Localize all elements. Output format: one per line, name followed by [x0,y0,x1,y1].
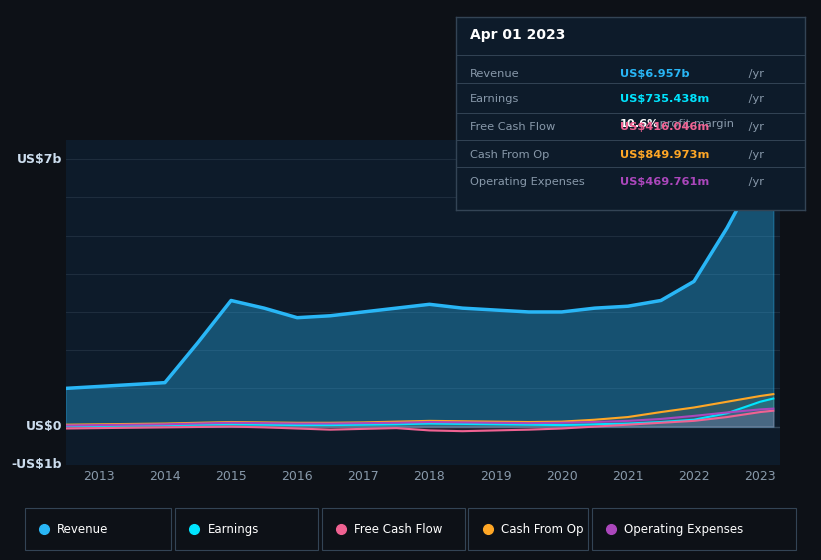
Text: US$469.761m: US$469.761m [620,177,709,187]
Text: US$416.046m: US$416.046m [620,122,709,132]
Text: Cash From Op: Cash From Op [470,150,549,160]
Text: Earnings: Earnings [470,94,519,104]
Text: Operating Expenses: Operating Expenses [470,177,585,187]
Text: US$7b: US$7b [16,153,62,166]
Text: US$6.957b: US$6.957b [620,69,690,79]
Text: Operating Expenses: Operating Expenses [624,522,744,536]
Text: /yr: /yr [745,177,764,187]
Text: US$0: US$0 [25,420,62,433]
Text: Revenue: Revenue [470,69,519,79]
Text: profit margin: profit margin [656,119,734,129]
Text: Cash From Op: Cash From Op [501,522,583,536]
Text: Free Cash Flow: Free Cash Flow [354,522,443,536]
Text: US$735.438m: US$735.438m [620,94,709,104]
Text: /yr: /yr [745,69,764,79]
Text: /yr: /yr [745,122,764,132]
Text: Free Cash Flow: Free Cash Flow [470,122,555,132]
Text: US$849.973m: US$849.973m [620,150,709,160]
Text: /yr: /yr [745,150,764,160]
Text: -US$1b: -US$1b [11,458,62,472]
Text: Revenue: Revenue [57,522,108,536]
Text: /yr: /yr [745,94,764,104]
Text: 10.6%: 10.6% [620,119,659,129]
Text: Apr 01 2023: Apr 01 2023 [470,29,565,43]
Text: Earnings: Earnings [208,522,259,536]
